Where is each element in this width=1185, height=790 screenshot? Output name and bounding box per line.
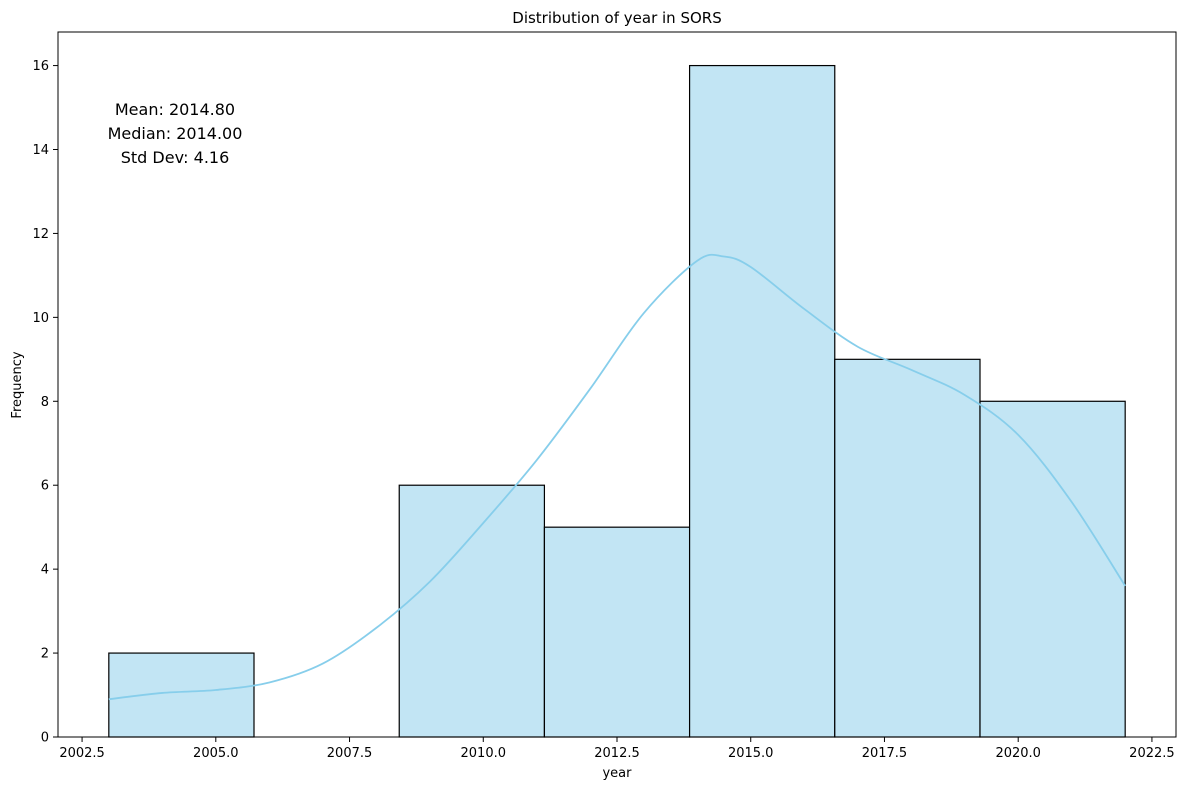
y-tick-label: 6 (41, 479, 49, 494)
histogram-bar-1 (108, 652, 255, 738)
y-axis: 0 2 4 6 8 10 12 14 16 (32, 59, 58, 746)
x-tick-label: 2007.5 (327, 746, 373, 761)
histogram-bar-6 (834, 358, 981, 738)
bars-layer (108, 64, 1126, 738)
y-tick-label: 14 (32, 143, 49, 158)
chart-title: Distribution of year in SORS (512, 9, 721, 27)
kde-line (108, 253, 1126, 701)
x-tick-label: 2017.5 (862, 746, 908, 761)
x-tick-label: 2010.0 (461, 746, 507, 761)
x-tick-label: 2020.0 (995, 746, 1041, 761)
histogram-bar-5 (688, 64, 836, 738)
x-tick-label: 2005.0 (193, 746, 239, 761)
y-tick-label: 8 (41, 395, 49, 410)
y-tick-label: 10 (32, 311, 49, 326)
x-tick-label: 2022.5 (1129, 746, 1175, 761)
y-tick-label: 2 (41, 647, 49, 662)
histogram-bar-4 (543, 526, 691, 738)
y-tick-label: 12 (32, 227, 49, 242)
x-tick-label: 2015.0 (728, 746, 774, 761)
y-tick-label: 16 (32, 59, 49, 74)
y-tick-label: 4 (41, 563, 49, 578)
x-axis-label: year (602, 766, 632, 781)
y-tick-label: 0 (41, 731, 49, 746)
x-axis: 2002.5 2005.0 2007.5 2010.0 2012.5 2015.0 2017… (59, 737, 1175, 761)
stats-annotation: Mean: 2014.80 Median: 2014.00 Std Dev: 4… (108, 100, 243, 167)
kde-layer (108, 253, 1126, 701)
y-axis-label: Frequency (10, 351, 25, 418)
stats-median: Median: 2014.00 (108, 124, 243, 143)
histogram-bar-7 (979, 400, 1126, 738)
x-tick-label: 2012.5 (594, 746, 640, 761)
x-tick-label: 2002.5 (59, 746, 105, 761)
histogram-bar-3 (398, 484, 546, 738)
stats-mean: Mean: 2014.80 (115, 100, 235, 119)
stats-stddev: Std Dev: 4.16 (121, 148, 230, 167)
